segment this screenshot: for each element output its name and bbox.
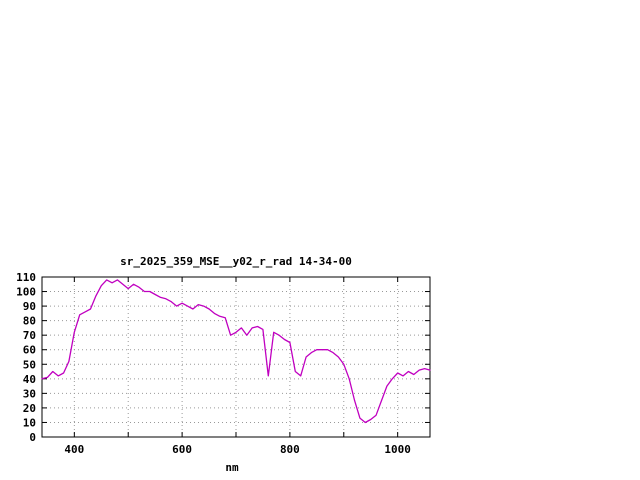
y-tick-label: 110	[16, 271, 36, 284]
series-line	[41, 279, 431, 424]
y-tick-label: 60	[23, 344, 36, 357]
y-tick-label: 40	[23, 373, 36, 386]
x-tick-label: 1000	[384, 443, 411, 456]
y-tick-label: 50	[23, 358, 36, 371]
series-layer	[41, 279, 431, 424]
y-tick-label: 70	[23, 329, 36, 342]
x-tick-label: 400	[64, 443, 84, 456]
x-tick-label: 600	[172, 443, 192, 456]
y-tick-label: 90	[23, 300, 36, 313]
y-tick-label: 10	[23, 416, 36, 429]
grid-layer	[42, 276, 430, 438]
tick-layer	[42, 276, 430, 438]
y-tick-label: 0	[29, 431, 36, 444]
y-tick-label: 30	[23, 387, 36, 400]
y-tick-label: 100	[16, 286, 36, 299]
y-tick-label: 20	[23, 402, 36, 415]
x-tick-label: 800	[280, 443, 300, 456]
chart-title: sr_2025_359_MSE__y02_r_rad 14-34-00	[120, 255, 352, 268]
x-axis-label: nm	[225, 461, 239, 474]
y-tick-label: 80	[23, 315, 36, 328]
